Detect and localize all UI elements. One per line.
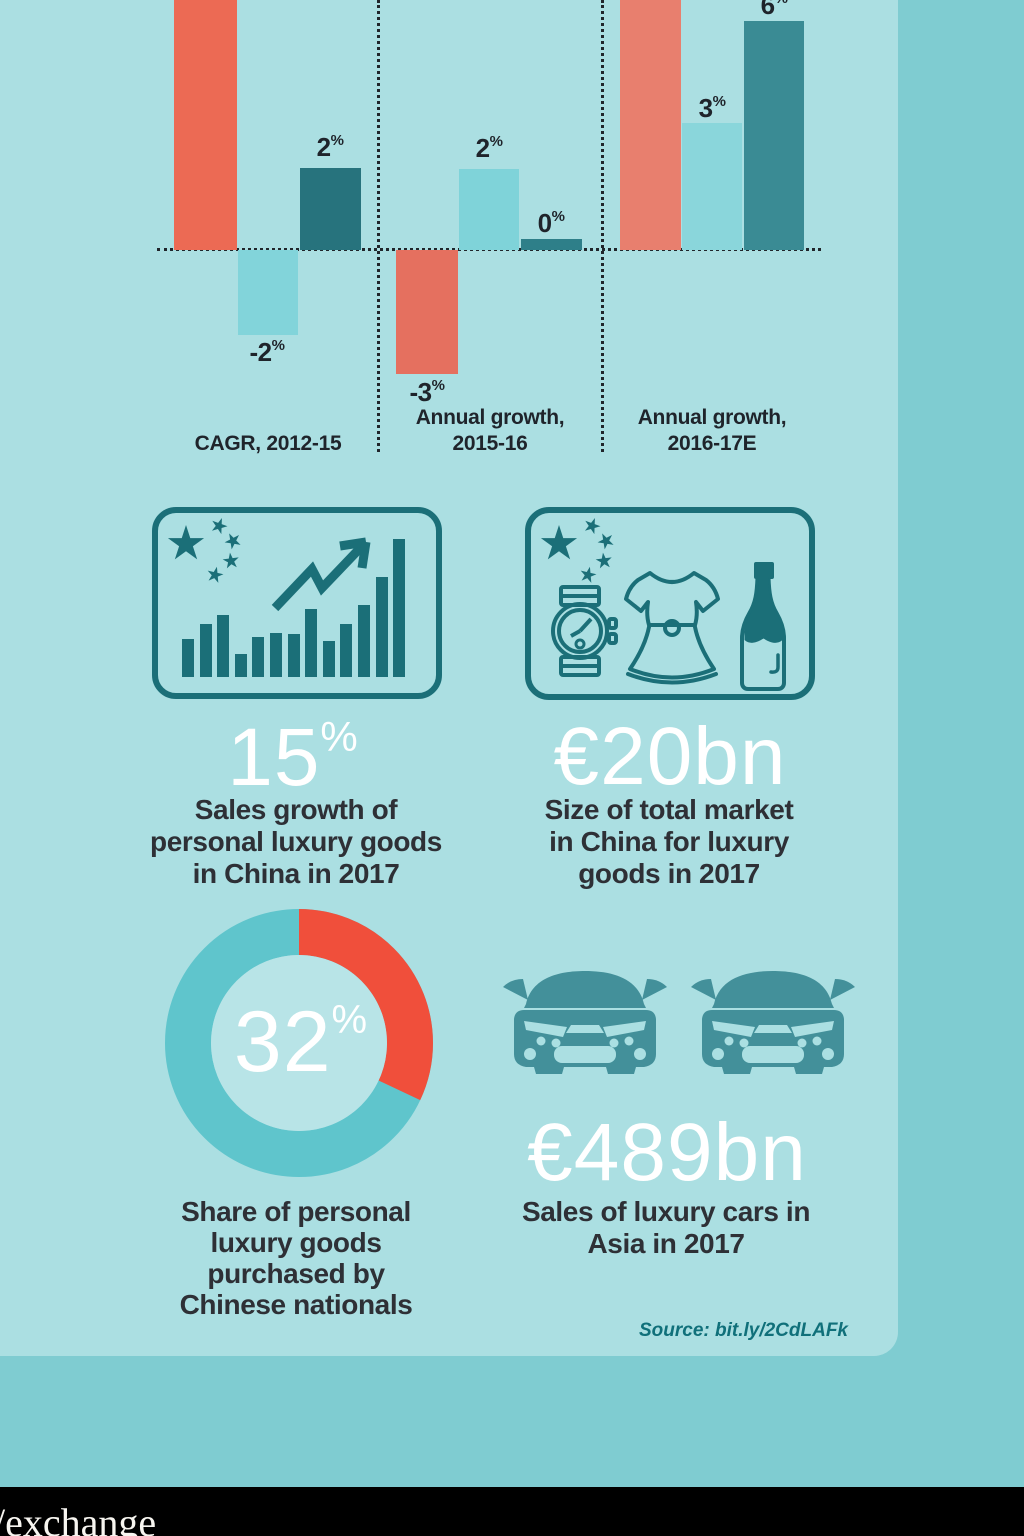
donut-red-slice — [165, 909, 433, 1177]
bar-value-label: 2% — [316, 132, 344, 162]
bar-g3-salmon — [620, 0, 681, 250]
stat-car-sales-desc: Sales of luxury cars in Asia in 2017 — [521, 1196, 811, 1259]
bar-g1-lightblue — [238, 250, 298, 335]
dress-icon — [624, 571, 720, 685]
growth-bars — [182, 539, 405, 677]
bar-g3-lightblue — [682, 123, 742, 250]
bar-value-label: 2% — [475, 133, 503, 163]
bar-value-label: -2% — [249, 337, 285, 367]
bar-g2-lightblue — [459, 169, 519, 250]
watch-icon — [551, 585, 618, 677]
stat-sales-growth-value: 15% — [227, 712, 359, 803]
bar-value-label: 0% — [537, 208, 565, 238]
stat-market-size-desc: Size of total market in China for luxury… — [544, 794, 794, 889]
champagne-bottle-icon — [740, 562, 786, 691]
donut-desc: Share of personal luxury goods purchased… — [179, 1196, 413, 1320]
up-arrow-icon — [271, 537, 371, 612]
footer-bar: /exchange — [0, 1487, 1024, 1536]
brand-wordmark: /exchange — [0, 1500, 157, 1536]
bar-value-label: 6% — [760, 0, 788, 20]
group-separator — [377, 0, 380, 452]
stat-car-sales-value: €489bn — [527, 1107, 807, 1198]
group-label-2015-16: Annual growth, 2015-16 — [415, 406, 565, 455]
car-front-icon — [691, 971, 855, 1074]
donut-hole — [211, 955, 387, 1131]
donut-center-label: 32% — [233, 994, 369, 1090]
china-luxury-goods-icon-box — [525, 507, 815, 700]
group-label-cagr: CAGR, 2012-15 — [194, 432, 342, 455]
bar-g1-darkteal — [300, 168, 361, 250]
bar-g1-salmon — [174, 0, 237, 250]
bar-g3-darkteal — [744, 21, 804, 250]
bar-g2-salmon — [396, 250, 458, 374]
luxury-goods-icons — [531, 513, 786, 691]
bar-g2-darkteal — [521, 239, 582, 250]
growth-bars-icon — [158, 513, 405, 677]
group-separator — [601, 0, 604, 452]
group-label-2016-17e: Annual growth, 2016-17E — [637, 406, 787, 455]
stat-market-size-value: €20bn — [553, 711, 787, 802]
grouped-bar-chart: 2% -2% 2% 0% -3% 3% 6% CAGR, 2012-15 Ann… — [0, 0, 898, 460]
source-link: Source: bit.ly/2CdLAFk — [638, 1320, 848, 1341]
luxury-cars-icons — [500, 966, 860, 1082]
car-front-icon — [503, 971, 667, 1074]
bar-value-label: 3% — [698, 93, 726, 123]
bar-value-label: -3% — [409, 377, 445, 407]
stat-sales-growth-desc: Sales growth of personal luxury goods in… — [150, 794, 442, 889]
china-growth-icon-box — [152, 507, 442, 699]
donut-chart — [165, 909, 433, 1177]
